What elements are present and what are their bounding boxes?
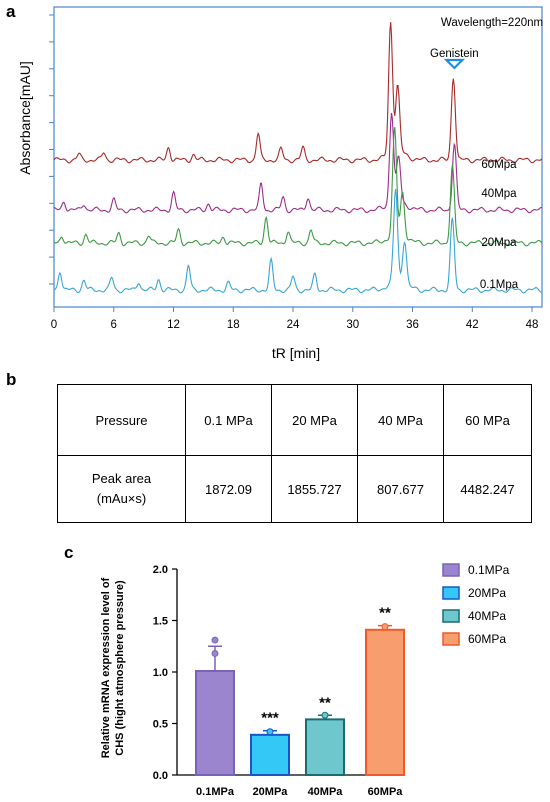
- bar-x-tick-label: 20MPa: [253, 786, 289, 798]
- legend-swatch: [442, 609, 460, 623]
- bar-x-tick-label: 40MPa: [308, 786, 344, 798]
- x-tick-label: 48: [526, 319, 539, 331]
- data-point: [211, 649, 219, 657]
- bar-x-tick-label: 60MPa: [368, 786, 404, 798]
- x-tick-label: 18: [227, 319, 240, 331]
- chromatogram-frame: [53, 6, 543, 308]
- genistein-marker: [443, 58, 466, 70]
- table-cell-peak-area-60: 4482.247: [443, 455, 532, 523]
- significance-marker: **: [379, 605, 391, 622]
- bar-y-axis-title-line1: Relative mRNA expression level of: [100, 577, 112, 758]
- legend-swatch: [442, 632, 460, 646]
- trace-label: 40Mpa: [481, 188, 517, 200]
- bar-x-tick-label: 0.1MPa: [196, 786, 235, 798]
- bar-y-tick-label: 2.0: [153, 564, 168, 576]
- x-tick-label: 6: [111, 319, 117, 331]
- x-tick-label: 30: [346, 319, 359, 331]
- bar-60mpa: [365, 628, 405, 776]
- table-cell-peak-area-0-1: 1872.09: [185, 455, 272, 523]
- genistein-label: Genistein: [430, 48, 479, 60]
- bar-y-tick-label: 0.0: [153, 770, 168, 782]
- legend-label: 20MPa: [468, 586, 506, 600]
- table-row-pressure: Pressure 0.1 MPa 20 MPa 40 MPa 60 MPa: [57, 384, 532, 456]
- panel-label-c: c: [64, 543, 74, 562]
- chromatogram-series-labels: 60Mpa 40Mpa 20Mpa 0.1Mpa: [480, 159, 519, 291]
- table-cell-peak-area-20: 1855.727: [271, 455, 358, 523]
- chromatogram-y-axis-title: Absorbance[mAU]: [17, 61, 33, 175]
- x-tick-label: 42: [466, 319, 479, 331]
- x-tick-label: 12: [167, 319, 180, 331]
- data-point: [381, 623, 389, 631]
- chromatogram-x-axis-title: tR [min]: [272, 345, 320, 361]
- legend-label: 60MPa: [468, 632, 506, 646]
- bar-legend: 0.1MPa 20MPa 40MPa 60MPa: [442, 563, 510, 646]
- chromatogram-axis-ticks: 0 6 12 18 24 30 36 42 48: [49, 14, 539, 331]
- x-tick-label: 36: [406, 319, 419, 331]
- chromatogram-traces: [53, 22, 543, 294]
- x-tick-label: 24: [287, 319, 300, 331]
- table-cell-peak-area-40: 807.677: [357, 455, 444, 523]
- table-cell-pressure-20: 20 MPa: [271, 384, 358, 456]
- significance-marker: **: [319, 694, 331, 711]
- trace-20mpa: [53, 127, 543, 247]
- x-tick-label: 0: [51, 319, 57, 331]
- trace-label: 0.1Mpa: [480, 279, 519, 291]
- table-cell-pressure-0-1: 0.1 MPa: [185, 384, 272, 456]
- data-point: [211, 636, 219, 644]
- bar-40mpa: [305, 718, 345, 777]
- legend-swatch: [442, 563, 460, 577]
- bar-y-tick-label: 1.5: [153, 616, 168, 628]
- trace-label: 20Mpa: [481, 237, 517, 249]
- significance-marker: ***: [261, 710, 279, 727]
- legend-swatch: [442, 586, 460, 600]
- legend-label: 40MPa: [468, 609, 506, 623]
- expression-bar-chart: Relative mRNA expression level of CHS (h…: [100, 563, 510, 798]
- table-cell-pressure-40: 40 MPa: [357, 384, 444, 456]
- table-cell-peak-area-header: Peak area (mAu×s): [91, 471, 152, 506]
- panel-label-a: a: [6, 2, 16, 21]
- legend-label: 0.1MPa: [468, 563, 510, 577]
- chromatogram-chart: 0 6 12 18 24 30 36 42 48 60Mpa 40Mpa 20Mpa 0.1Mpa W…: [17, 6, 543, 361]
- peak-area-table: Pressure 0.1 MPa 20 MPa 40 MPa 60 MPa Pe…: [57, 384, 532, 523]
- bar-series: 0.1MPa *** 20MPa ** 40MPa ** 60MPa: [195, 605, 405, 798]
- bar-20mpa: [250, 733, 290, 776]
- table-cell-pressure-header: Pressure: [57, 384, 186, 456]
- data-point: [266, 728, 274, 736]
- bar-y-tick-label: 1.0: [153, 667, 168, 679]
- table-row-peak-area: Peak area (mAu×s) 1872.09 1855.727 807.6…: [57, 455, 532, 523]
- table-cell-pressure-60: 60 MPa: [443, 384, 532, 456]
- trace-40mpa: [53, 112, 542, 214]
- data-point: [321, 711, 329, 719]
- trace-label: 60Mpa: [481, 159, 517, 171]
- bar-0-1mpa: [195, 669, 235, 776]
- bar-y-tick-label: 0.5: [153, 719, 168, 731]
- trace-60mpa: [53, 22, 543, 164]
- panel-label-b: b: [6, 370, 17, 389]
- bar-y-axis-title-line2: CHS (hight atmosphere pressure): [114, 580, 126, 756]
- wavelength-annotation: Wavelength=220nm: [441, 17, 543, 29]
- trace-0-1mpa: [53, 188, 542, 294]
